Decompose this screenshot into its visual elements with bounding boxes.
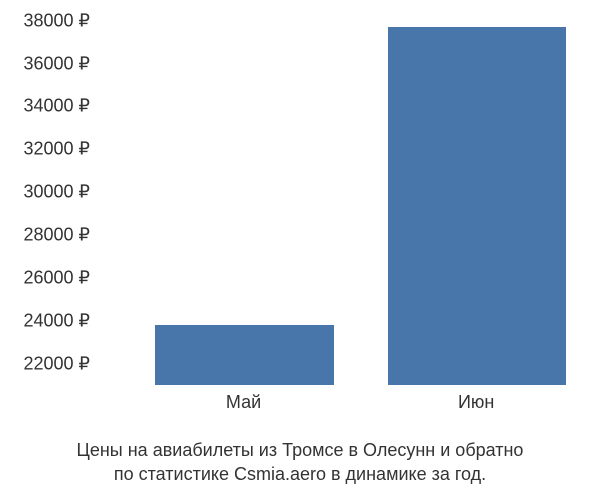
y-tick-label: 24000 ₽ bbox=[5, 310, 90, 331]
caption-line-2: по статистике Csmia.aero в динамике за г… bbox=[0, 462, 600, 486]
bar bbox=[388, 27, 566, 385]
y-tick-label: 34000 ₽ bbox=[5, 96, 90, 117]
plot-area bbox=[95, 10, 590, 385]
y-tick-label: 26000 ₽ bbox=[5, 267, 90, 288]
y-tick-label: 28000 ₽ bbox=[5, 225, 90, 246]
y-tick-label: 32000 ₽ bbox=[5, 139, 90, 160]
y-tick-label: 22000 ₽ bbox=[5, 353, 90, 374]
y-tick-label: 38000 ₽ bbox=[5, 10, 90, 31]
y-tick-label: 30000 ₽ bbox=[5, 182, 90, 203]
price-bar-chart: 22000 ₽ 24000 ₽ 26000 ₽ 28000 ₽ 30000 ₽ 32000… bbox=[0, 10, 600, 430]
x-tick-label: Июн bbox=[458, 392, 494, 413]
chart-caption: Цены на авиабилеты из Тромсе в Олесунн и… bbox=[0, 438, 600, 487]
bar bbox=[155, 325, 333, 385]
x-tick-label: Май bbox=[226, 392, 261, 413]
caption-line-1: Цены на авиабилеты из Тромсе в Олесунн и… bbox=[0, 438, 600, 462]
y-tick-label: 36000 ₽ bbox=[5, 53, 90, 74]
